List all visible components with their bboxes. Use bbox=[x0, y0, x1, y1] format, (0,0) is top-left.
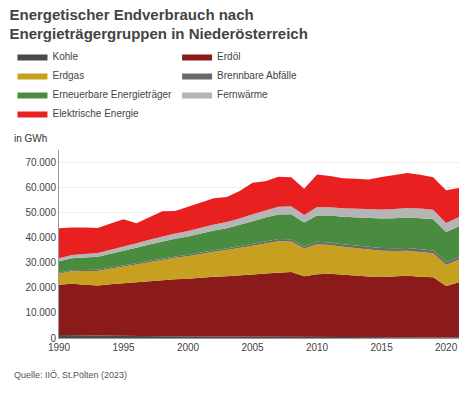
svg-text:60.000: 60.000 bbox=[25, 182, 56, 193]
svg-text:Erdöl: Erdöl bbox=[217, 51, 240, 62]
svg-text:Erneuerbare Energieträger: Erneuerbare Energieträger bbox=[52, 89, 172, 100]
svg-text:0: 0 bbox=[50, 333, 56, 344]
svg-text:2020: 2020 bbox=[435, 342, 458, 353]
svg-text:30.000: 30.000 bbox=[25, 257, 56, 268]
svg-text:1995: 1995 bbox=[112, 342, 135, 353]
svg-text:2015: 2015 bbox=[370, 342, 393, 353]
svg-text:Elektrische Energie: Elektrische Energie bbox=[52, 108, 139, 119]
svg-text:Erdgas: Erdgas bbox=[52, 70, 84, 81]
svg-text:2005: 2005 bbox=[241, 342, 264, 353]
svg-text:70.000: 70.000 bbox=[25, 157, 56, 168]
svg-text:50.000: 50.000 bbox=[25, 207, 56, 218]
svg-text:2010: 2010 bbox=[306, 342, 329, 353]
svg-text:10.000: 10.000 bbox=[25, 307, 56, 318]
svg-text:1990: 1990 bbox=[48, 342, 71, 353]
svg-text:2000: 2000 bbox=[177, 342, 200, 353]
svg-text:40.000: 40.000 bbox=[25, 232, 56, 243]
svg-text:20.000: 20.000 bbox=[25, 282, 56, 293]
svg-text:Quelle: IIÖ, St.Pölten (2023): Quelle: IIÖ, St.Pölten (2023) bbox=[14, 370, 127, 380]
svg-text:Fernwärme: Fernwärme bbox=[217, 89, 268, 100]
svg-text:Energetischer Endverbrauch nac: Energetischer Endverbrauch nachEnergietr… bbox=[9, 6, 307, 43]
svg-text:in GWh: in GWh bbox=[14, 133, 47, 144]
svg-text:Brennbare Abfälle: Brennbare Abfälle bbox=[217, 70, 297, 81]
svg-text:Kohle: Kohle bbox=[52, 51, 78, 62]
